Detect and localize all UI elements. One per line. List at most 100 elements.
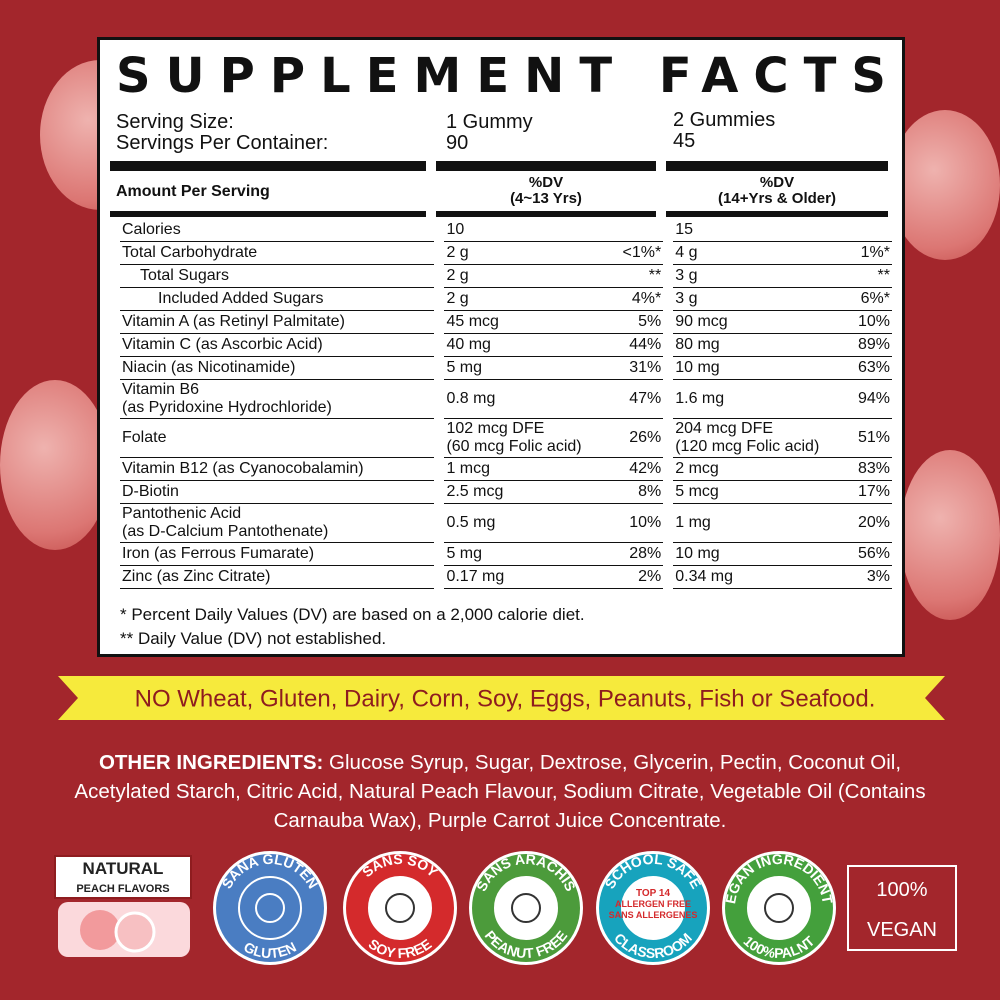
amount-cell: 2 g 4%* — [444, 288, 664, 311]
daily-value: 10% — [857, 313, 890, 330]
amount-wrap: 40 mg 44% — [446, 336, 661, 354]
daily-value: 10% — [629, 514, 662, 531]
daily-value: 28% — [629, 545, 662, 562]
amount-line: 15 — [675, 221, 694, 238]
amount-wrap: 5 mg 31% — [446, 359, 661, 377]
daily-value: 42% — [629, 460, 662, 477]
nutrient-name: Niacin (as Nicotinamide) — [122, 359, 296, 376]
amount-cell: 40 mg 44% — [444, 334, 664, 357]
title-area: SUPPLEMENT FACTS — [116, 48, 886, 104]
daily-value: 89% — [857, 336, 890, 353]
nutrient-name: (as D-Calcium Pantothenate) — [122, 523, 329, 540]
amount: 2 g — [446, 244, 468, 262]
amount: 2 g — [446, 267, 468, 285]
badge-center-text: ALLERGEN FREE — [615, 899, 691, 909]
amount-line: 1.6 mg — [675, 390, 725, 407]
peach-icon — [80, 910, 120, 950]
amount-wrap: 80 mg 89% — [675, 336, 890, 354]
title: SUPPLEMENT FACTS — [116, 48, 886, 104]
facts-row: Niacin (as Nicotinamide) 5 mg 31% 10 mg 63% — [120, 357, 892, 380]
daily-value: 17% — [857, 483, 890, 500]
nutrient-cell: Total Sugars — [120, 265, 435, 288]
amount-wrap: 1 mcg 42% — [446, 460, 661, 478]
amount: 0.34 mg — [675, 568, 733, 586]
nutrient-cell: Included Added Sugars — [120, 288, 435, 311]
serving-value: 90 — [446, 132, 469, 154]
amount: 204 mcg DFE (120 mcg Folic acid) — [675, 420, 819, 456]
nutrient-cell: Vitamin C (as Ascorbic Acid) — [120, 334, 435, 357]
amount: 5 mg — [446, 545, 482, 563]
facts-row: Vitamin A (as Retinyl Palmitate) 45 mcg 5%… — [120, 311, 892, 334]
natural-label-box — [54, 855, 192, 899]
amount-wrap: 10 mg 56% — [675, 545, 890, 563]
amount-wrap: 10 mg 63% — [675, 359, 890, 377]
daily-value: 3% — [866, 568, 890, 585]
nutrient-name: D-Biotin — [122, 483, 179, 500]
badge-inner — [494, 876, 558, 940]
serving-col-2: 2 Gummies 45 — [673, 110, 775, 152]
amount-cell: 3 g 6%* — [673, 288, 892, 311]
facts-row: Zinc (as Zinc Citrate) 0.17 mg 2% 0.34 mg 3% — [120, 566, 892, 589]
amount-wrap: 5 mg 28% — [446, 545, 661, 563]
amount-cell: 1 mg 20% — [673, 504, 892, 543]
amount-cell: 1 mcg 42% — [444, 458, 664, 481]
rule — [436, 161, 656, 171]
rule — [666, 161, 888, 171]
amount-cell: 10 mg 56% — [673, 543, 892, 566]
amount-wrap: 15 — [675, 221, 890, 239]
daily-value: 51% — [857, 429, 890, 446]
amount: 1 mg — [675, 514, 711, 532]
allergen-banner: NO Wheat, Gluten, Dairy, Corn, Soy, Eggs… — [58, 676, 945, 720]
nutrient-cell: Folate — [120, 419, 435, 458]
daily-value: 8% — [638, 483, 662, 500]
amount: 3 g — [675, 267, 697, 285]
amount: 5 mg — [446, 359, 482, 377]
badge-arc-text: GLUTEN — [241, 939, 298, 962]
amount-line: 5 mg — [446, 545, 483, 562]
amount: 2.5 mcg — [446, 483, 503, 501]
facts-row: Vitamin C (as Ascorbic Acid) 40 mg 44% 80 m… — [120, 334, 892, 357]
amount-cell: 5 mcg 17% — [673, 481, 892, 504]
amount-line: 1 mg — [675, 514, 711, 531]
rule — [110, 211, 426, 217]
nutrient-name: Pantothenic Acid — [122, 505, 242, 522]
serving-label: Servings Per Container: — [116, 132, 329, 154]
badge-icon — [385, 893, 415, 923]
amount-line: 2.5 mcg — [446, 483, 504, 500]
amount-wrap: 3 g ** — [675, 267, 890, 285]
amount-cell: 102 mcg DFE (60 mcg Folic acid) 26% — [444, 419, 664, 458]
amount-line: 2 g — [446, 290, 469, 307]
amount-wrap: 4 g 1%* — [675, 244, 890, 262]
amount: 2 mcg — [675, 460, 719, 478]
natural-badge-text: NATURAL — [83, 859, 164, 878]
facts-table: Calories 10 15 Total Carbohydrate 2 g <1%* 4 g… — [110, 219, 902, 589]
amount-line: (120 mcg Folic acid) — [675, 438, 820, 455]
facts-panel: SUPPLEMENT FACTS Serving Size: Servings … — [97, 37, 905, 657]
daily-value: 4%* — [631, 290, 662, 307]
amount-line: 0.34 mg — [675, 568, 734, 585]
nutrient-name: Folate — [122, 429, 167, 446]
peach-decor — [890, 110, 1000, 260]
serving-col-1: 1 Gummy 90 — [446, 112, 533, 154]
amount-cell: 2 g <1%* — [444, 242, 664, 265]
footnote: * Percent Daily Values (DV) are based on… — [120, 605, 585, 624]
amount-line: 0.8 mg — [446, 390, 496, 407]
amount-wrap: 0.17 mg 2% — [446, 568, 661, 586]
badge-center-text: SANS ALLERGENES — [609, 910, 698, 920]
daily-value: 1%* — [860, 244, 890, 261]
facts-row: Iron (as Ferrous Fumarate) 5 mg 28% 10 mg 56… — [120, 543, 892, 566]
serving-value: 2 Gummies — [673, 109, 776, 131]
amount-cell: 10 mg 63% — [673, 357, 892, 380]
nutrient-cell: Calories — [120, 219, 435, 242]
amount: 90 mcg — [675, 313, 727, 331]
badge-icon — [764, 893, 794, 923]
daily-value: 63% — [857, 359, 890, 376]
amount: 10 mg — [675, 359, 719, 377]
amount-cell: 2.5 mcg 8% — [444, 481, 664, 504]
nutrient-name: Zinc (as Zinc Citrate) — [122, 568, 271, 585]
amount-wrap: 1.6 mg 94% — [675, 390, 890, 408]
badge-icon — [255, 893, 285, 923]
amount: 2 g — [446, 290, 468, 308]
header-line: (14+Yrs & Older) — [718, 190, 836, 207]
amount: 1 mcg — [446, 460, 490, 478]
